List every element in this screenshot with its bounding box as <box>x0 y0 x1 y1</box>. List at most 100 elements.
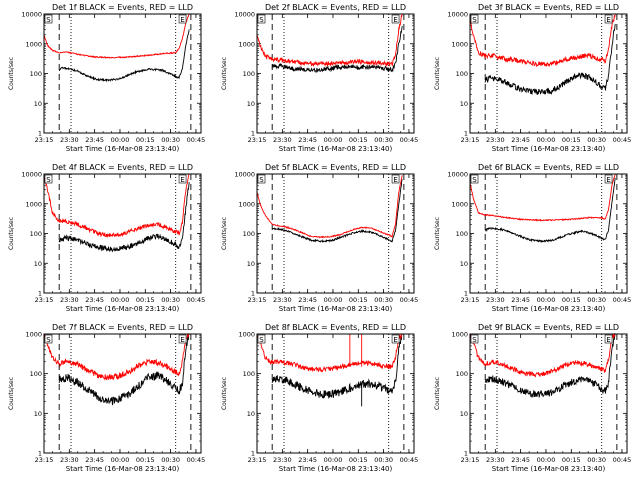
y-tick-label: 1000 <box>451 200 468 208</box>
series-events-line <box>484 23 616 96</box>
marker-e-box <box>178 334 187 344</box>
chart-det5f: Det 5f BLACK = Events, RED = LLD Counts/s… <box>221 163 419 313</box>
chart-title: Det 2f BLACK = Events, RED = LLD <box>265 3 406 12</box>
x-tick-label: 00:15 <box>136 296 155 304</box>
x-tick-label: 00:30 <box>374 136 393 144</box>
chart-det3f: Det 3f BLACK = Events, RED = LLD Counts/s… <box>434 3 631 153</box>
x-tick-label: 23:45 <box>85 456 104 464</box>
x-tick-label: 00:30 <box>374 296 393 304</box>
y-tick-label: 10000 <box>21 11 42 19</box>
plot-frame <box>256 173 415 294</box>
chart-panel-det2f: Det 2f BLACK = Events, RED = LLD Counts/s… <box>213 0 426 160</box>
x-tick-label: 00:00 <box>111 296 130 304</box>
y-tick-label: 1000 <box>451 40 468 48</box>
y-tick-label: 10000 <box>447 11 468 19</box>
y-tick-label: 1000 <box>25 200 42 208</box>
marker-s-box <box>44 174 53 184</box>
x-axis-label: Start Time (16-Mar-08 23:13:40) <box>279 145 393 153</box>
marker-s-box <box>44 334 53 344</box>
chart-panel-det4f: Det 4f BLACK = Events, RED = LLD Counts/s… <box>0 160 213 320</box>
y-tick-label: 100 <box>456 70 468 78</box>
y-tick-label: 1 <box>464 130 468 138</box>
series-events-line <box>58 182 190 253</box>
series-lld-line <box>256 13 403 67</box>
x-tick-label: 00:30 <box>161 456 180 464</box>
x-axis-label: Start Time (16-Mar-08 23:13:40) <box>279 305 393 313</box>
x-tick-label: 00:00 <box>324 136 343 144</box>
chart-title: Det 8f BLACK = Events, RED = LLD <box>265 323 406 332</box>
x-tick-label: 00:45 <box>187 456 206 464</box>
y-tick-label: 100 <box>243 370 255 378</box>
x-tick-label: 00:15 <box>562 456 581 464</box>
x-tick-label: 23:45 <box>511 296 530 304</box>
y-axis-label: Counts/sec <box>8 377 15 410</box>
series-lld-line <box>469 332 616 378</box>
chart-det2f: Det 2f BLACK = Events, RED = LLD Counts/s… <box>221 3 419 153</box>
y-axis-label: Counts/sec <box>434 377 441 410</box>
chart-title: Det 7f BLACK = Events, RED = LLD <box>52 323 193 332</box>
plot-frame <box>43 173 202 294</box>
y-tick-label: 1 <box>464 450 468 458</box>
chart-det6f: Det 6f BLACK = Events, RED = LLD Counts/s… <box>434 163 632 313</box>
y-tick-label: 100 <box>456 230 468 238</box>
x-tick-label: 00:45 <box>187 296 206 304</box>
x-tick-label: 23:15 <box>248 296 267 304</box>
y-axis-label: Counts/sec <box>434 217 441 250</box>
marker-e-label: E <box>393 16 397 24</box>
x-tick-label: 23:30 <box>60 296 79 304</box>
marker-s-box <box>470 14 479 24</box>
y-tick-label: 1000 <box>25 40 42 48</box>
series-events-line <box>58 29 190 83</box>
x-tick-label: 23:30 <box>60 456 79 464</box>
x-tick-label: 00:15 <box>136 456 155 464</box>
y-axis-label: Counts/sec <box>221 217 228 250</box>
x-tick-label: 00:45 <box>613 296 632 304</box>
x-tick-label: 23:15 <box>248 456 267 464</box>
series-lld-line <box>469 173 616 222</box>
chart-panel-det1f: Det 1f BLACK = Events, RED = LLD Counts/s… <box>0 0 213 160</box>
chart-det4f: Det 4f BLACK = Events, RED = LLD Counts/s… <box>8 163 206 313</box>
y-tick-label: 10 <box>34 100 42 108</box>
x-tick-label: 00:15 <box>349 136 368 144</box>
x-tick-label: 00:30 <box>161 136 180 144</box>
y-tick-label: 10000 <box>21 171 42 179</box>
chart-panel-det6f: Det 6f BLACK = Events, RED = LLD Counts/s… <box>426 160 639 320</box>
x-tick-label: 23:45 <box>298 456 317 464</box>
x-tick-label: 00:30 <box>587 136 606 144</box>
marker-s-label: S <box>472 176 477 184</box>
y-tick-label: 1 <box>251 290 255 298</box>
x-tick-label: 00:45 <box>400 136 419 144</box>
plot-frame <box>256 13 415 134</box>
x-tick-label: 23:45 <box>85 296 104 304</box>
y-tick-label: 100 <box>30 370 42 378</box>
x-axis-label: Start Time (16-Mar-08 23:13:40) <box>492 305 606 313</box>
y-tick-label: 1000 <box>238 200 255 208</box>
plot-frame <box>469 333 628 454</box>
x-tick-label: 00:15 <box>136 136 155 144</box>
y-tick-label: 1 <box>251 130 255 138</box>
chart-title: Det 9f BLACK = Events, RED = LLD <box>478 323 619 332</box>
chart-title: Det 5f BLACK = Events, RED = LLD <box>265 163 406 172</box>
y-tick-label: 1 <box>38 450 42 458</box>
x-tick-label: 00:00 <box>111 456 130 464</box>
x-tick-label: 00:45 <box>400 296 419 304</box>
chart-title: Det 4f BLACK = Events, RED = LLD <box>52 163 193 172</box>
marker-s-box <box>44 14 53 24</box>
x-axis-label: Start Time (16-Mar-08 23:13:40) <box>492 465 606 473</box>
marker-e-box <box>604 14 613 24</box>
y-axis-label: Counts/sec <box>8 57 15 90</box>
series-lld-line <box>469 13 616 68</box>
x-axis-label: Start Time (16-Mar-08 23:13:40) <box>492 145 606 153</box>
marker-e-label: E <box>180 176 184 184</box>
x-tick-label: 23:30 <box>486 136 505 144</box>
marker-s-label: S <box>259 336 264 344</box>
y-tick-label: 10000 <box>234 11 255 19</box>
x-tick-label: 23:15 <box>248 136 267 144</box>
series-events-line <box>271 179 403 243</box>
marker-e-box <box>604 334 613 344</box>
y-tick-label: 1000 <box>238 331 255 339</box>
y-tick-label: 10 <box>460 410 468 418</box>
y-tick-label: 100 <box>456 370 468 378</box>
marker-s-box <box>257 174 266 184</box>
y-tick-label: 100 <box>30 70 42 78</box>
